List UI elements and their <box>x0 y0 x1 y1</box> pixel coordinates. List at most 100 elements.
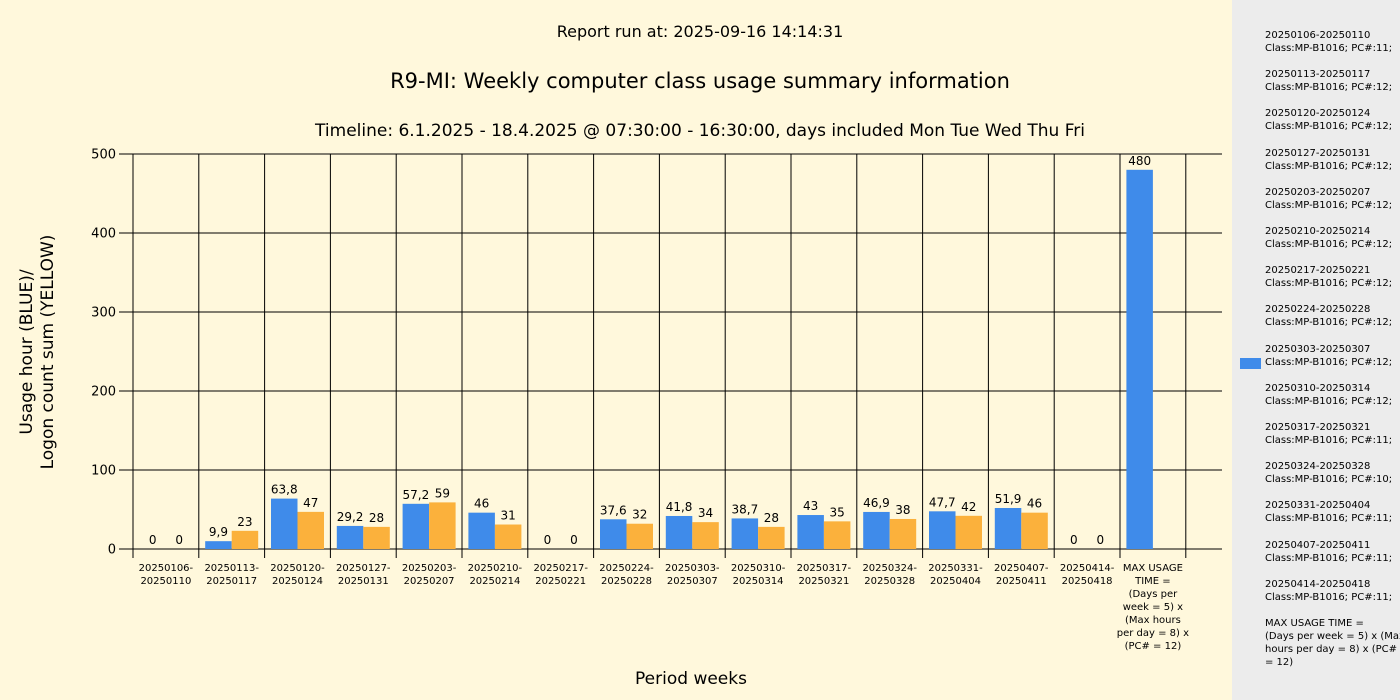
legend-item: 20250113-20250117 Class:MP-B1016; PC#:12; <box>1265 68 1395 94</box>
data-label: 0 <box>1097 533 1105 547</box>
bar-usage <box>994 507 1022 549</box>
x-tick-label: 20250106- <box>139 563 194 574</box>
data-label: 42 <box>961 500 976 514</box>
grid: 0 100 200 300 400 500 <box>91 148 1222 558</box>
legend-item: 20250210-20250214 Class:MP-B1016; PC#:12; <box>1265 225 1395 251</box>
plot-area <box>0 0 1232 700</box>
legend-item: 20250310-20250314 Class:MP-B1016; PC#:12; <box>1265 382 1395 408</box>
legend-item-text: Class:MP-B1016; PC#:10; <box>1265 474 1393 486</box>
data-label: 28 <box>369 511 384 525</box>
data-label: 46,9 <box>863 496 890 510</box>
legend-item-text: 20250303-20250307 <box>1265 343 1371 355</box>
legend-item: 20250303-20250307 Class:MP-B1016; PC#:12; <box>1265 343 1395 369</box>
legend-item-text: 20250217-20250221 <box>1265 265 1371 277</box>
legend-item-text: hours per day = 8) x (PC# <box>1265 644 1398 655</box>
data-label: 9,9 <box>209 525 228 539</box>
data-label: 23 <box>237 515 252 529</box>
legend-item-text: Class:MP-B1016; PC#:12; <box>1265 199 1393 211</box>
bar-logons <box>889 518 917 549</box>
data-label: 47 <box>303 496 318 510</box>
legend-item-text: 20250310-20250314 <box>1265 382 1371 394</box>
y-tick-label: 200 <box>91 385 116 400</box>
legend-item-text: 20250113-20250117 <box>1265 69 1371 81</box>
legend-item-text: 20250324-20250328 <box>1265 461 1371 473</box>
x-axis-label: Period weeks <box>635 669 747 689</box>
x-tick-label: 20250224- <box>599 563 654 574</box>
x-tick-label: 20250214 <box>469 576 520 587</box>
legend-item-text: 20250210-20250214 <box>1265 226 1371 237</box>
bar-usage <box>600 519 627 549</box>
x-tick-label: 20250411 <box>996 576 1047 587</box>
bar-logons <box>429 502 456 549</box>
x-tick-label: 20250307 <box>667 576 718 587</box>
legend-item-text: (Days per week = 5) x (Max <box>1265 631 1400 642</box>
bar-usage <box>863 511 890 549</box>
legend-item-text: Class:MP-B1016; PC#:12; <box>1265 160 1393 172</box>
legend-item: MAX USAGE TIME = (Days per week = 5) x (… <box>1265 617 1400 669</box>
x-tick-label: (PC# = 12) <box>1125 641 1182 652</box>
x-tick-label: 20250127- <box>336 563 391 574</box>
y-tick-label: 100 <box>91 464 116 479</box>
bar-usage <box>731 518 759 549</box>
bar-logons <box>823 521 851 549</box>
legend-item-text: Class:MP-B1016; PC#:12; <box>1265 239 1393 250</box>
x-tick-label: per day = 8) x <box>1117 628 1189 639</box>
x-tick-label: 20250414- <box>1060 563 1115 574</box>
x-tick-label: 20250228 <box>601 576 652 587</box>
legend-item-text: Class:MP-B1016; PC#:12; <box>1265 82 1393 94</box>
bar-usage <box>205 541 232 549</box>
data-label: 0 <box>570 533 578 547</box>
bar-logons <box>955 515 982 549</box>
x-tick-label: 20250117 <box>206 576 257 587</box>
x-tick-label: 20250110 <box>140 576 191 587</box>
data-label: 57,2 <box>402 488 429 502</box>
data-label: 47,7 <box>929 495 956 509</box>
bar-usage <box>1126 169 1153 550</box>
bars: 0 9,9 63,8 29,2 57,2 46 0 37,6 41,8 38,7 43 46,9 47,… <box>149 154 1153 550</box>
legend-item: 20250217-20250221 Class:MP-B1016; PC#:12; <box>1265 264 1395 290</box>
data-label: 0 <box>149 533 157 547</box>
x-tick-label: 20250404 <box>930 576 981 587</box>
x-tick-label: 20250120- <box>270 563 325 574</box>
data-label: 37,6 <box>600 503 627 517</box>
x-tick-label: 20250331- <box>928 563 983 574</box>
legend-item-text: Class:MP-B1016; PC#:12; <box>1265 356 1393 368</box>
x-tick-label: 20250131 <box>338 576 389 587</box>
y-tick-label: 500 <box>91 148 116 163</box>
legend-panel <box>1232 0 1400 700</box>
bar-logons <box>1021 512 1048 549</box>
x-tick-label: 20250328 <box>864 576 915 587</box>
legend-item-text: 20250414-20250418 <box>1265 578 1371 590</box>
legend-item-text: 20250120-20250124 <box>1265 108 1371 120</box>
legend-item-text: Class:MP-B1016; PC#:11; <box>1265 435 1393 446</box>
bar-logons <box>297 511 324 549</box>
y-tick-label: 0 <box>108 543 116 558</box>
timeline-subtitle: Timeline: 6.1.2025 - 18.4.2025 @ 07:30:0… <box>315 121 1085 141</box>
legend-item-text: MAX USAGE TIME = <box>1265 618 1364 629</box>
legend-item: 20250414-20250418 Class:MP-B1016; PC#:11; <box>1265 578 1395 604</box>
x-tick-label: week = 5) x <box>1123 602 1183 613</box>
data-label: 29,2 <box>337 510 364 524</box>
data-label: 0 <box>544 533 552 547</box>
legend-item: 20250203-20250207 Class:MP-B1016; PC#:12; <box>1265 186 1395 212</box>
data-label: 32 <box>632 508 647 522</box>
legend-item-text: Class:MP-B1016; PC#:12; <box>1265 278 1393 290</box>
data-label: 51,9 <box>995 492 1022 506</box>
x-tick-labels: 20250106- 20250110 20250113- 20250117 202501… <box>139 563 1189 652</box>
x-tick-label: 20250324- <box>862 563 917 574</box>
data-label: 46 <box>474 497 489 511</box>
legend-item: 20250317-20250321 Class:MP-B1016; PC#:11; <box>1265 421 1395 447</box>
x-tick-label: TIME = <box>1134 576 1171 587</box>
x-tick-label: (Max hours <box>1125 615 1181 626</box>
data-label: 41,8 <box>666 500 693 514</box>
report-run-timestamp: Report run at: 2025-09-16 14:14:31 <box>556 22 844 41</box>
bar-usage <box>336 525 364 549</box>
bar-usage <box>468 512 495 549</box>
x-tick-label: 20250303- <box>665 563 720 574</box>
data-label: 46 <box>1027 497 1042 511</box>
x-tick-label: 20250207 <box>404 576 455 587</box>
bar-logons <box>692 522 719 549</box>
x-tick-label: 20250321 <box>798 576 849 587</box>
legend-item: 20250331-20250404 Class:MP-B1016; PC#:11; <box>1265 499 1395 525</box>
bar-logons <box>231 530 259 549</box>
